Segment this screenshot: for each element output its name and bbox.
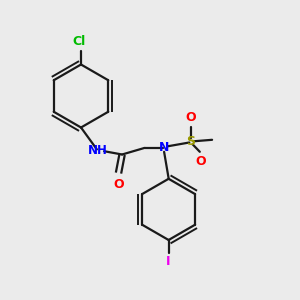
Text: N: N: [159, 141, 169, 154]
Text: NH: NH: [88, 143, 107, 157]
Text: O: O: [113, 178, 124, 191]
Text: O: O: [196, 155, 206, 168]
Text: I: I: [167, 255, 171, 268]
Text: Cl: Cl: [72, 35, 85, 48]
Text: S: S: [186, 135, 195, 148]
Text: O: O: [185, 111, 196, 124]
